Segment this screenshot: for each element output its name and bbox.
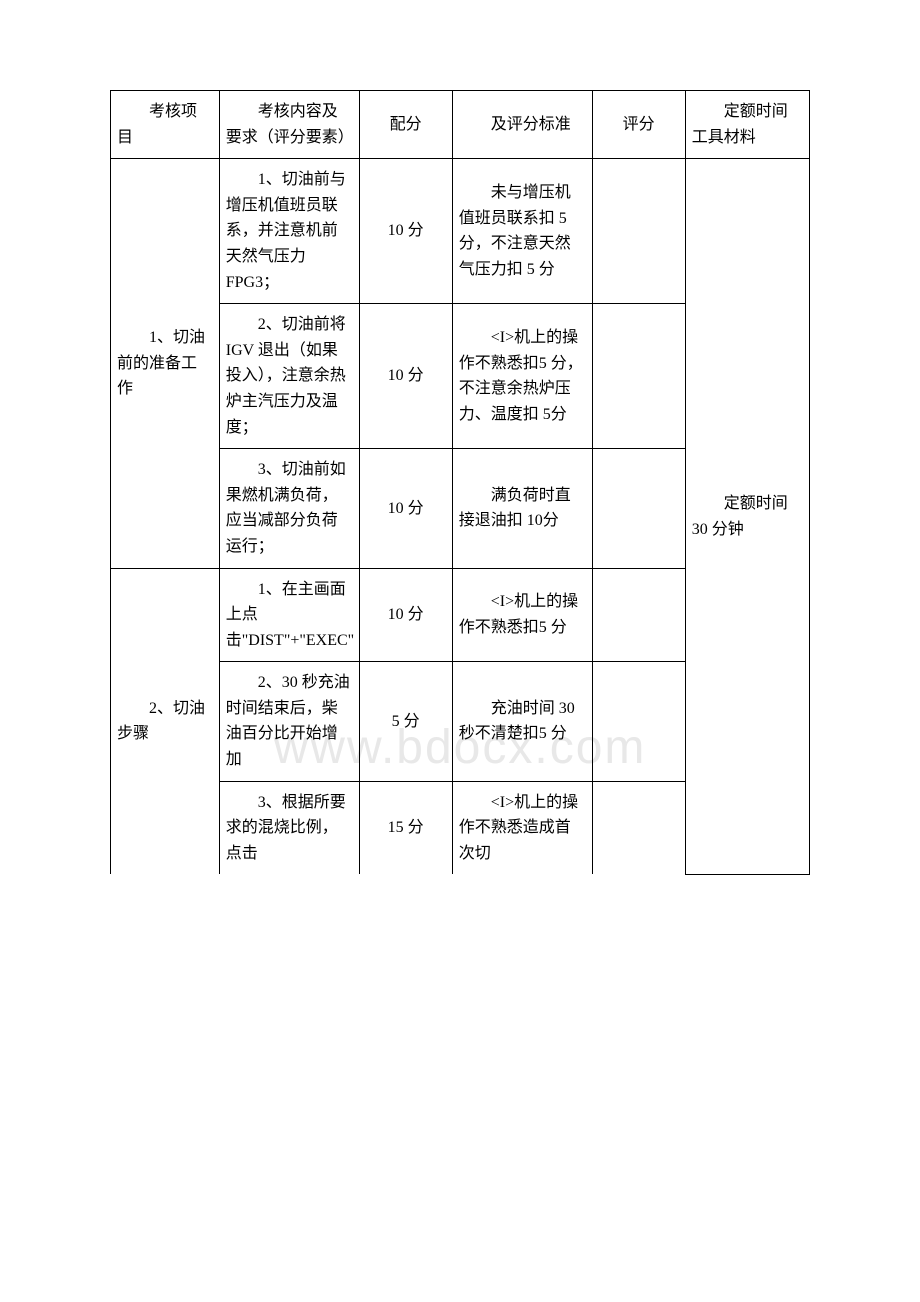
content-cell: 3、根据所要求的混烧比例，点击 xyxy=(219,781,359,874)
score-empty-cell xyxy=(592,304,685,449)
score-cell: 5 分 xyxy=(359,662,452,781)
content-cell: 1、在主画面上点击"DIST"+"EXEC" xyxy=(219,568,359,662)
header-col3: 配分 xyxy=(359,91,452,159)
section1-title-cell: 1、切油前的准备工作 xyxy=(111,159,220,568)
score-empty-cell xyxy=(592,662,685,781)
document-container: www.bdocx.com 考核项目 考核内容及要求（评分要素） 配分 及评分标… xyxy=(110,90,810,875)
standard-cell: 未与增压机值班员联系扣 5 分，不注意天然气压力扣 5 分 xyxy=(452,159,592,304)
header-col4: 及评分标准 xyxy=(452,91,592,159)
standard-cell: 充油时间 30 秒不清楚扣5 分 xyxy=(452,662,592,781)
header-col1: 考核项目 xyxy=(111,91,220,159)
content-cell: 2、30 秒充油时间结束后，柴油百分比开始增加 xyxy=(219,662,359,781)
content-cell: 1、切油前与增压机值班员联系，并注意机前天然气压力 FPG3； xyxy=(219,159,359,304)
header-col2: 考核内容及要求（评分要素） xyxy=(219,91,359,159)
content-cell: 2、切油前将IGV 退出（如果投入），注意余热炉主汽压力及温度； xyxy=(219,304,359,449)
content-cell: 3、切油前如果燃机满负荷，应当减部分负荷运行； xyxy=(219,449,359,568)
standard-cell: 满负荷时直接退油扣 10分 xyxy=(452,449,592,568)
materials-cell: 定额时间 30 分钟 xyxy=(685,159,809,875)
standard-cell: <I>机上的操作不熟悉扣5 分，不注意余热炉压力、温度扣 5分 xyxy=(452,304,592,449)
standard-cell: <I>机上的操作不熟悉扣5 分 xyxy=(452,568,592,662)
standard-cell: <I>机上的操作不熟悉造成首次切 xyxy=(452,781,592,874)
score-empty-cell xyxy=(592,159,685,304)
table-header-row: 考核项目 考核内容及要求（评分要素） 配分 及评分标准 评分 定额时间工具材料 xyxy=(111,91,810,159)
score-empty-cell xyxy=(592,449,685,568)
section2-title-cell: 2、切油步骤 xyxy=(111,568,220,874)
score-cell: 15 分 xyxy=(359,781,452,874)
score-cell: 10 分 xyxy=(359,568,452,662)
assessment-table: 考核项目 考核内容及要求（评分要素） 配分 及评分标准 评分 定额时间工具材料 … xyxy=(110,90,810,875)
score-empty-cell xyxy=(592,568,685,662)
score-cell: 10 分 xyxy=(359,449,452,568)
score-cell: 10 分 xyxy=(359,159,452,304)
table-row: 1、切油前的准备工作 1、切油前与增压机值班员联系，并注意机前天然气压力 FPG… xyxy=(111,159,810,304)
score-empty-cell xyxy=(592,781,685,874)
score-cell: 10 分 xyxy=(359,304,452,449)
table-container: 考核项目 考核内容及要求（评分要素） 配分 及评分标准 评分 定额时间工具材料 … xyxy=(110,90,810,875)
header-col6: 定额时间工具材料 xyxy=(685,91,809,159)
header-col5: 评分 xyxy=(592,91,685,159)
